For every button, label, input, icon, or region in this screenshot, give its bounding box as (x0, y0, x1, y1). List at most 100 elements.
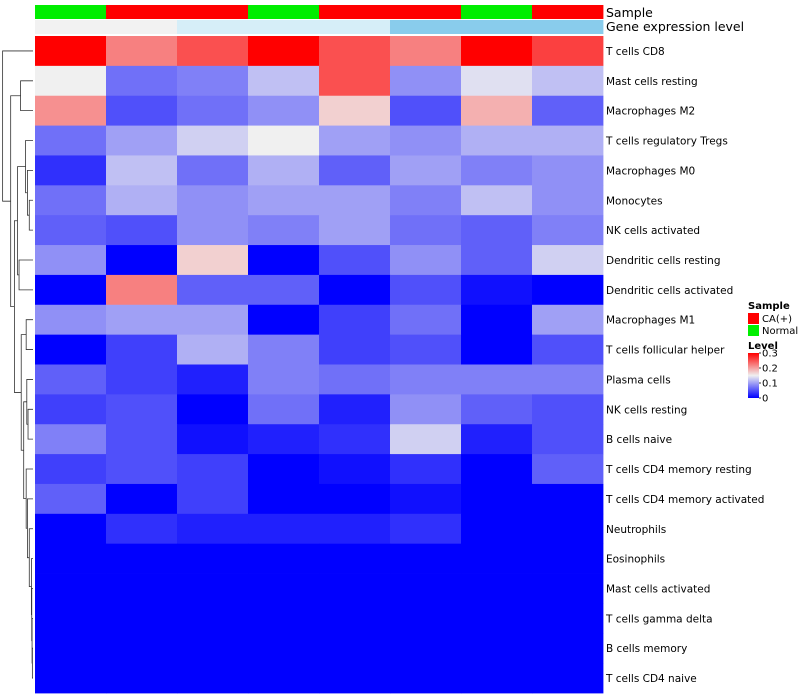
annotation-cell-gene-expression (106, 20, 178, 34)
heatmap-cell (177, 334, 249, 365)
heatmap-cell (319, 245, 391, 276)
heatmap-cell (319, 274, 391, 306)
legend-label-normal: Normal (762, 326, 798, 337)
row-label: Macrophages M1 (606, 315, 695, 327)
dendrogram-branch (25, 319, 33, 350)
heatmap-cell (390, 274, 462, 306)
heatmap-cell (532, 364, 604, 395)
heatmap-cell (177, 65, 249, 97)
row-label: Mast cells activated (606, 583, 710, 595)
heatmap-cell (461, 155, 533, 186)
heatmap-cell (106, 274, 178, 306)
legend-level-title: Level (748, 341, 778, 352)
row-labels: T cells CD8 Mast cells resting Macrophages… (605, 46, 764, 685)
heatmap-cell (177, 304, 249, 336)
heatmap-cell (461, 573, 533, 604)
heatmap-cell (532, 155, 604, 186)
dendrogram-branch (27, 408, 33, 440)
heatmap-cell (106, 95, 178, 126)
heatmap-cell (106, 424, 178, 455)
heatmap-cell (35, 65, 107, 97)
heatmap-cell (106, 185, 178, 216)
legend-sample-title: Sample (748, 301, 790, 312)
heatmap-cell (390, 573, 462, 604)
heatmap-cell (248, 155, 320, 186)
heatmap-cell (106, 364, 178, 395)
heatmap-cell (248, 334, 320, 365)
heatmap-cell (248, 245, 320, 276)
heatmap-cell (319, 454, 391, 485)
heatmap-cell (177, 663, 249, 694)
heatmap-cell (319, 603, 391, 634)
heatmap-cell (532, 543, 604, 574)
heatmap-cell (177, 274, 249, 306)
heatmap-cell (461, 95, 533, 126)
heatmap-cell (461, 603, 533, 634)
heatmap-cell (177, 543, 249, 574)
heatmap-cell (248, 304, 320, 336)
heatmap-cell (248, 633, 320, 664)
heatmap-cell (248, 215, 320, 246)
heatmap-cell (106, 125, 178, 156)
heatmap-cell (177, 125, 249, 156)
annotation-cell-sample (177, 5, 249, 19)
heatmap-cell (248, 95, 320, 126)
heatmap-cell (461, 513, 533, 545)
annotation-cell-gene-expression (35, 20, 107, 34)
heatmap-cell (390, 95, 462, 126)
heatmap-cell (248, 125, 320, 156)
heatmap-cell (532, 36, 604, 67)
heatmap-cell (390, 663, 462, 694)
heatmap-cell (35, 215, 107, 246)
heatmap-cell (461, 364, 533, 395)
heatmap-cell (35, 274, 107, 306)
dendrogram-branch (20, 80, 33, 112)
heatmap-cell (390, 65, 462, 97)
heatmap-cell (35, 543, 107, 574)
heatmap-cell (390, 215, 462, 246)
heatmap-cell (461, 543, 533, 574)
heatmap-cell (106, 36, 178, 67)
heatmap-cell (106, 394, 178, 425)
heatmap-cell (390, 513, 462, 545)
annotation-cell-sample (532, 5, 604, 19)
heatmap-cell (319, 125, 391, 156)
row-label: T cells regulatory Tregs (605, 136, 728, 148)
row-label: T cells CD4 memory resting (605, 464, 752, 476)
heatmap-cell (177, 245, 249, 276)
heatmap-cell (532, 394, 604, 425)
heatmap-cell (106, 304, 178, 336)
heatmap-cell (248, 274, 320, 306)
heatmap-cell (390, 125, 462, 156)
heatmap-cell (248, 454, 320, 485)
row-label: Dendritic cells resting (606, 255, 721, 267)
heatmap-cell (248, 663, 320, 694)
heatmap-cell (35, 633, 107, 664)
heatmap-cell (532, 125, 604, 156)
heatmap-cell (319, 95, 391, 126)
dendrogram-branch (27, 498, 33, 559)
heatmap-cell (35, 304, 107, 336)
row-label: Macrophages M0 (606, 165, 695, 177)
heatmap-cell (35, 364, 107, 395)
legend-level-tick-label: 0.1 (762, 379, 778, 390)
heatmap-cell (461, 663, 533, 694)
heatmap-cell (35, 573, 107, 604)
heatmap-cell (35, 663, 107, 694)
row-label: B cells naive (606, 434, 672, 446)
heatmap-cell (390, 454, 462, 485)
heatmap-cell (461, 424, 533, 455)
heatmap-cell (35, 155, 107, 186)
heatmap-cell (390, 155, 462, 186)
heatmap-cell (390, 304, 462, 336)
heatmap-cell (248, 424, 320, 455)
heatmap-cell (248, 603, 320, 634)
annotation-cell-sample (390, 5, 462, 19)
heatmap-cell (532, 573, 604, 604)
annotation-cell-gene-expression (532, 20, 604, 34)
heatmap-cell (532, 633, 604, 664)
heatmap-cell (532, 245, 604, 276)
heatmap-cell (177, 215, 249, 246)
row-label: Macrophages M2 (606, 106, 695, 118)
heatmap-cell (532, 95, 604, 126)
